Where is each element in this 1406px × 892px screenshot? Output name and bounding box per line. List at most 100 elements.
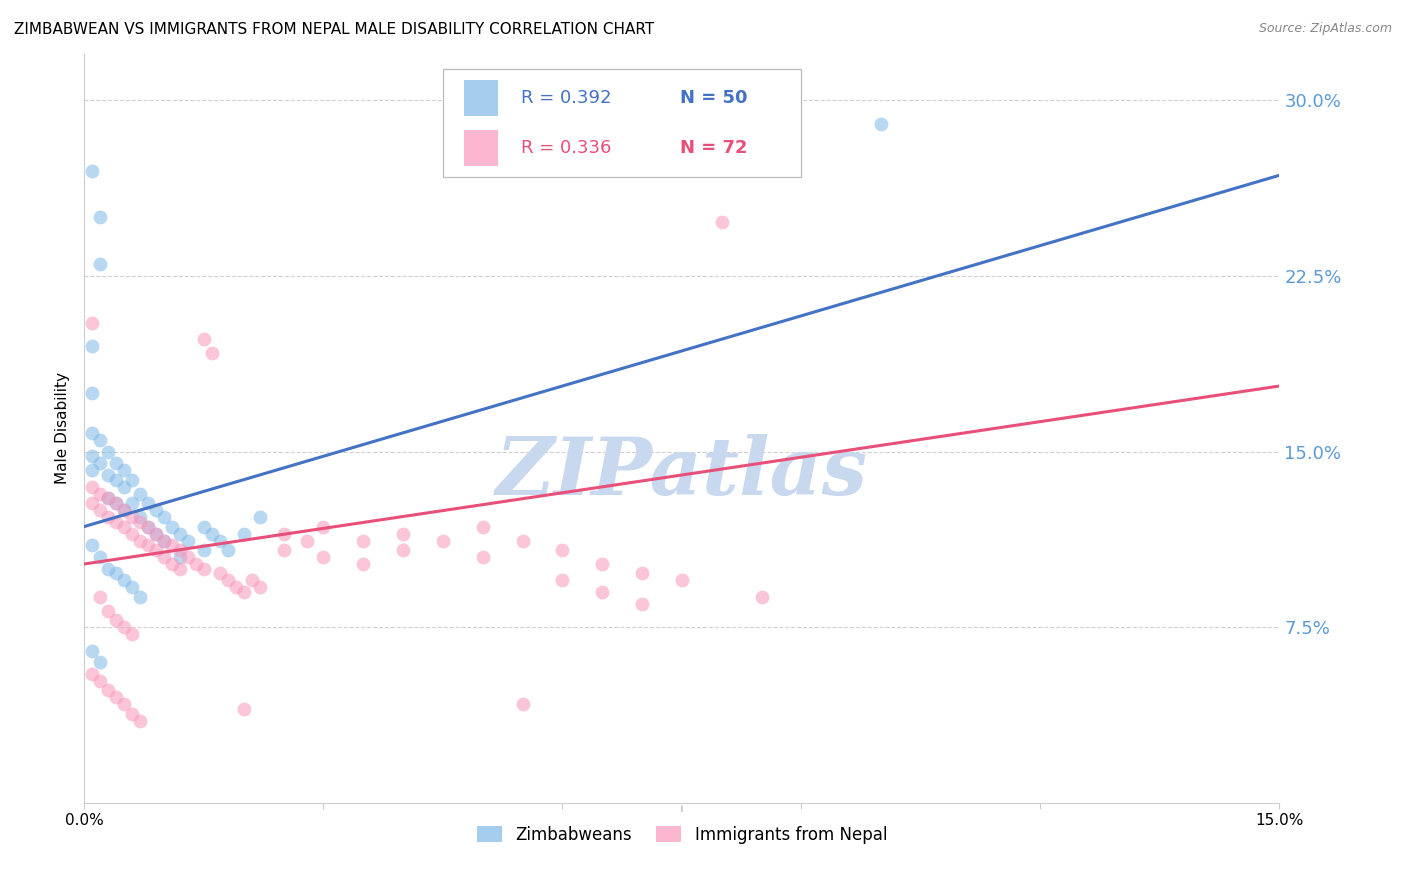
Point: [82, 316, 104, 330]
Point: [136, 538, 159, 552]
Point: [352, 533, 374, 548]
Point: [551, 542, 574, 557]
Point: [232, 702, 254, 716]
Point: [89, 257, 111, 271]
Point: [89, 211, 111, 225]
Point: [240, 574, 263, 588]
Point: [129, 487, 152, 501]
Legend: Zimbabweans, Immigrants from Nepal: Zimbabweans, Immigrants from Nepal: [470, 820, 894, 851]
Point: [471, 519, 494, 533]
Point: [89, 549, 111, 564]
Point: [273, 542, 295, 557]
Point: [169, 526, 191, 541]
Point: [89, 433, 111, 447]
Point: [82, 386, 104, 401]
Point: [591, 557, 613, 571]
Point: [145, 503, 167, 517]
Point: [82, 480, 104, 494]
Point: [631, 566, 654, 581]
Point: [136, 519, 159, 533]
Point: [129, 590, 152, 604]
Point: [97, 467, 120, 482]
Point: [208, 566, 231, 581]
Point: [193, 519, 215, 533]
Point: [112, 463, 135, 477]
Point: [82, 163, 104, 178]
Point: [145, 526, 167, 541]
Point: [551, 574, 574, 588]
Point: [82, 643, 104, 657]
Point: [112, 503, 135, 517]
Point: [97, 491, 120, 506]
Point: [153, 549, 176, 564]
Point: [217, 574, 239, 588]
Point: [297, 533, 319, 548]
Text: N = 72: N = 72: [679, 139, 747, 157]
Point: [97, 444, 120, 458]
Point: [105, 690, 128, 705]
Point: [82, 538, 104, 552]
Point: [273, 526, 295, 541]
Point: [193, 562, 215, 576]
Text: Source: ZipAtlas.com: Source: ZipAtlas.com: [1258, 22, 1392, 36]
Point: [82, 496, 104, 510]
FancyBboxPatch shape: [443, 69, 801, 178]
Point: [193, 542, 215, 557]
Point: [82, 667, 104, 681]
Y-axis label: Male Disability: Male Disability: [55, 372, 70, 484]
Point: [169, 562, 191, 576]
Point: [392, 526, 415, 541]
Point: [105, 473, 128, 487]
Point: [129, 533, 152, 548]
Point: [352, 557, 374, 571]
Point: [97, 683, 120, 698]
Point: [184, 557, 207, 571]
Point: [121, 496, 143, 510]
Point: [232, 585, 254, 599]
Point: [153, 533, 176, 548]
Point: [591, 585, 613, 599]
Point: [160, 519, 183, 533]
Point: [312, 549, 335, 564]
Point: [512, 533, 534, 548]
FancyBboxPatch shape: [464, 80, 498, 116]
Point: [112, 503, 135, 517]
Point: [136, 496, 159, 510]
Point: [671, 574, 693, 588]
Point: [89, 487, 111, 501]
Point: [89, 456, 111, 470]
Point: [136, 519, 159, 533]
Point: [82, 339, 104, 353]
Point: [249, 510, 271, 524]
Point: [105, 496, 128, 510]
Point: [169, 542, 191, 557]
Point: [112, 574, 135, 588]
Point: [97, 604, 120, 618]
Point: [105, 566, 128, 581]
Point: [82, 425, 104, 440]
Point: [201, 526, 224, 541]
Point: [89, 503, 111, 517]
Point: [153, 510, 176, 524]
Point: [471, 549, 494, 564]
Point: [160, 557, 183, 571]
Text: N = 50: N = 50: [679, 89, 747, 107]
Point: [105, 613, 128, 627]
Point: [145, 542, 167, 557]
Text: R = 0.392: R = 0.392: [520, 89, 612, 107]
Point: [512, 698, 534, 712]
Point: [432, 533, 454, 548]
Point: [89, 655, 111, 669]
Point: [169, 549, 191, 564]
Point: [121, 706, 143, 721]
Point: [193, 332, 215, 346]
Point: [751, 590, 773, 604]
Point: [97, 491, 120, 506]
Point: [89, 590, 111, 604]
Point: [121, 581, 143, 595]
Point: [392, 542, 415, 557]
Point: [121, 473, 143, 487]
Point: [710, 215, 733, 229]
Point: [112, 620, 135, 634]
Point: [217, 542, 239, 557]
